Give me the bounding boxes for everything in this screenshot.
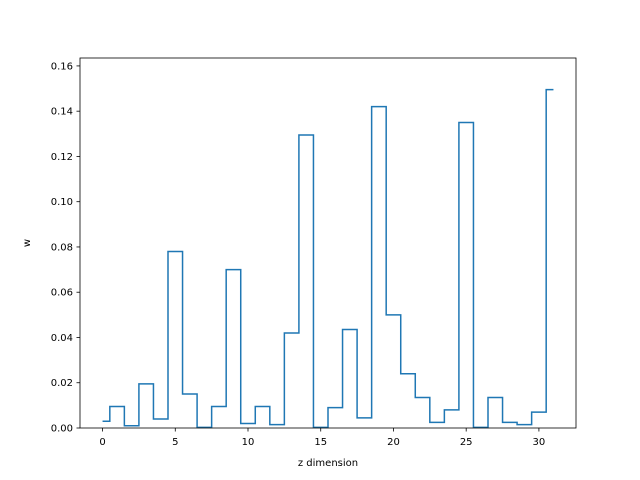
y-tick-label: 0.14 (51, 107, 73, 118)
plot-frame (79, 57, 577, 429)
x-tick-label: 5 (172, 437, 178, 448)
x-tick-label: 25 (460, 437, 473, 448)
y-tick-label: 0.16 (51, 61, 73, 72)
x-tick-label: 20 (387, 437, 400, 448)
plot-area (80, 58, 576, 428)
x-axis-ticks: 0 5 10 15 20 25 30 (99, 428, 545, 448)
y-tick-label: 0.02 (51, 378, 73, 389)
y-tick-label: 0.12 (51, 152, 73, 163)
x-tick-label: 10 (242, 437, 255, 448)
x-axis-label: z dimension (298, 458, 358, 469)
x-tick-label: 15 (314, 437, 327, 448)
y-tick-label: 0.10 (51, 197, 73, 208)
y-tick-label: 0.04 (51, 333, 73, 344)
x-tick-label: 0 (99, 437, 105, 448)
y-tick-label: 0.00 (51, 424, 73, 435)
y-axis-label: w (22, 239, 33, 247)
y-axis-ticks: 0.00 0.02 0.04 0.06 0.08 0.10 0.12 0.14 0.16 (51, 61, 80, 435)
y-tick-label: 0.06 (51, 288, 73, 299)
y-tick-label: 0.08 (51, 242, 73, 253)
series-line (102, 88, 554, 429)
x-tick-label: 30 (533, 437, 546, 448)
